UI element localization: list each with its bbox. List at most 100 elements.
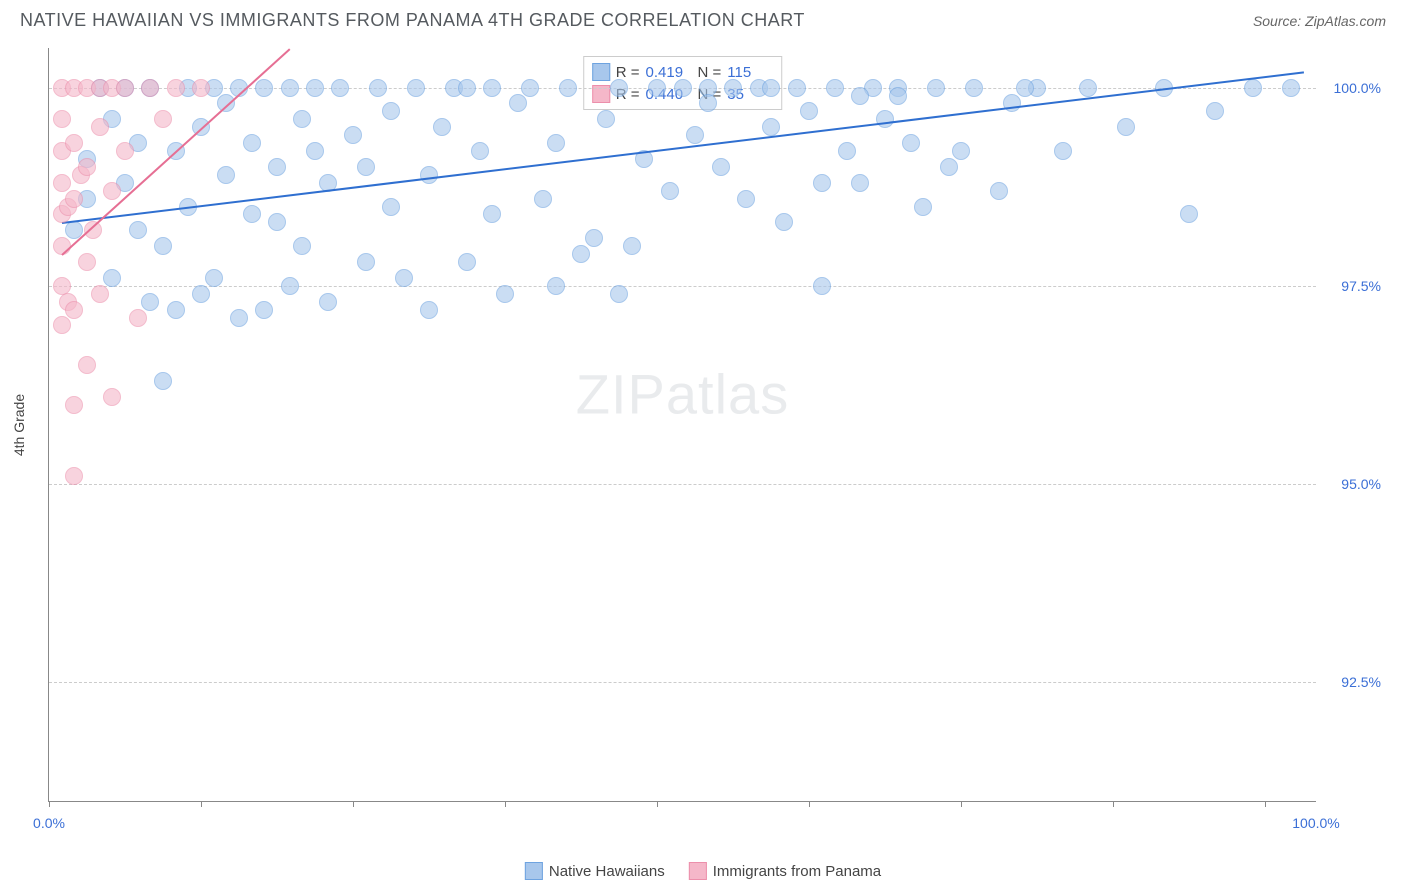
data-point [623,237,641,255]
data-point [192,285,210,303]
data-point [420,301,438,319]
data-point [788,79,806,97]
data-point [268,158,286,176]
data-point [129,309,147,327]
data-point [927,79,945,97]
data-point [167,79,185,97]
data-point [53,110,71,128]
data-point [53,316,71,334]
data-point [585,229,603,247]
x-tick-mark [505,801,506,807]
data-point [1244,79,1262,97]
series-legend: Native Hawaiians Immigrants from Panama [525,862,881,880]
data-point [471,142,489,160]
data-point [572,245,590,263]
data-point [344,126,362,144]
data-point [648,79,666,97]
data-point [78,253,96,271]
data-point [382,198,400,216]
legend-label: Immigrants from Panama [713,863,881,880]
data-point [141,79,159,97]
x-tick-mark [1113,801,1114,807]
data-point [610,79,628,97]
data-point [78,158,96,176]
data-point [990,182,1008,200]
data-point [952,142,970,160]
chart-title: NATIVE HAWAIIAN VS IMMIGRANTS FROM PANAM… [20,10,805,31]
data-point [141,293,159,311]
data-point [103,182,121,200]
data-point [154,237,172,255]
data-point [826,79,844,97]
data-point [331,79,349,97]
x-tick-mark [809,801,810,807]
legend-swatch [689,862,707,880]
data-point [217,166,235,184]
legend-swatch [592,63,610,81]
gridline [49,484,1316,485]
data-point [547,277,565,295]
data-point [129,221,147,239]
data-point [167,301,185,319]
data-point [902,134,920,152]
data-point [1180,205,1198,223]
data-point [775,213,793,231]
data-point [838,142,856,160]
data-point [65,396,83,414]
data-point [458,79,476,97]
data-point [509,94,527,112]
x-tick-label: 0.0% [33,815,65,831]
data-point [407,79,425,97]
data-point [496,285,514,303]
data-point [699,94,717,112]
data-point [1206,102,1224,120]
data-point [813,174,831,192]
data-point [1117,118,1135,136]
legend-item: Immigrants from Panama [689,862,881,880]
x-tick-mark [961,801,962,807]
watermark-atlas: atlas [666,363,789,426]
data-point [433,118,451,136]
data-point [369,79,387,97]
data-point [724,79,742,97]
data-point [116,142,134,160]
data-point [382,102,400,120]
legend-item: Native Hawaiians [525,862,665,880]
data-point [268,213,286,231]
data-point [1016,79,1034,97]
data-point [483,205,501,223]
watermark-zip: ZIP [576,363,666,426]
data-point [712,158,730,176]
data-point [65,467,83,485]
data-point [357,158,375,176]
y-tick-label: 100.0% [1334,80,1381,96]
data-point [762,118,780,136]
data-point [1054,142,1072,160]
data-point [940,158,958,176]
data-point [610,285,628,303]
data-point [205,269,223,287]
data-point [281,277,299,295]
data-point [674,79,692,97]
legend-label: Native Hawaiians [549,863,665,880]
x-tick-mark [353,801,354,807]
data-point [116,79,134,97]
data-point [103,388,121,406]
data-point [230,309,248,327]
data-point [306,79,324,97]
data-point [281,79,299,97]
x-tick-mark [201,801,202,807]
data-point [306,142,324,160]
data-point [395,269,413,287]
data-point [65,190,83,208]
gridline [49,286,1316,287]
data-point [762,79,780,97]
data-point [483,79,501,97]
plot-region: 4th Grade ZIPatlas R =0.419N =115R =0.44… [48,48,1316,802]
watermark: ZIPatlas [576,362,789,427]
data-point [559,79,577,97]
data-point [1003,94,1021,112]
data-point [800,102,818,120]
x-tick-mark [1265,801,1266,807]
data-point [547,134,565,152]
